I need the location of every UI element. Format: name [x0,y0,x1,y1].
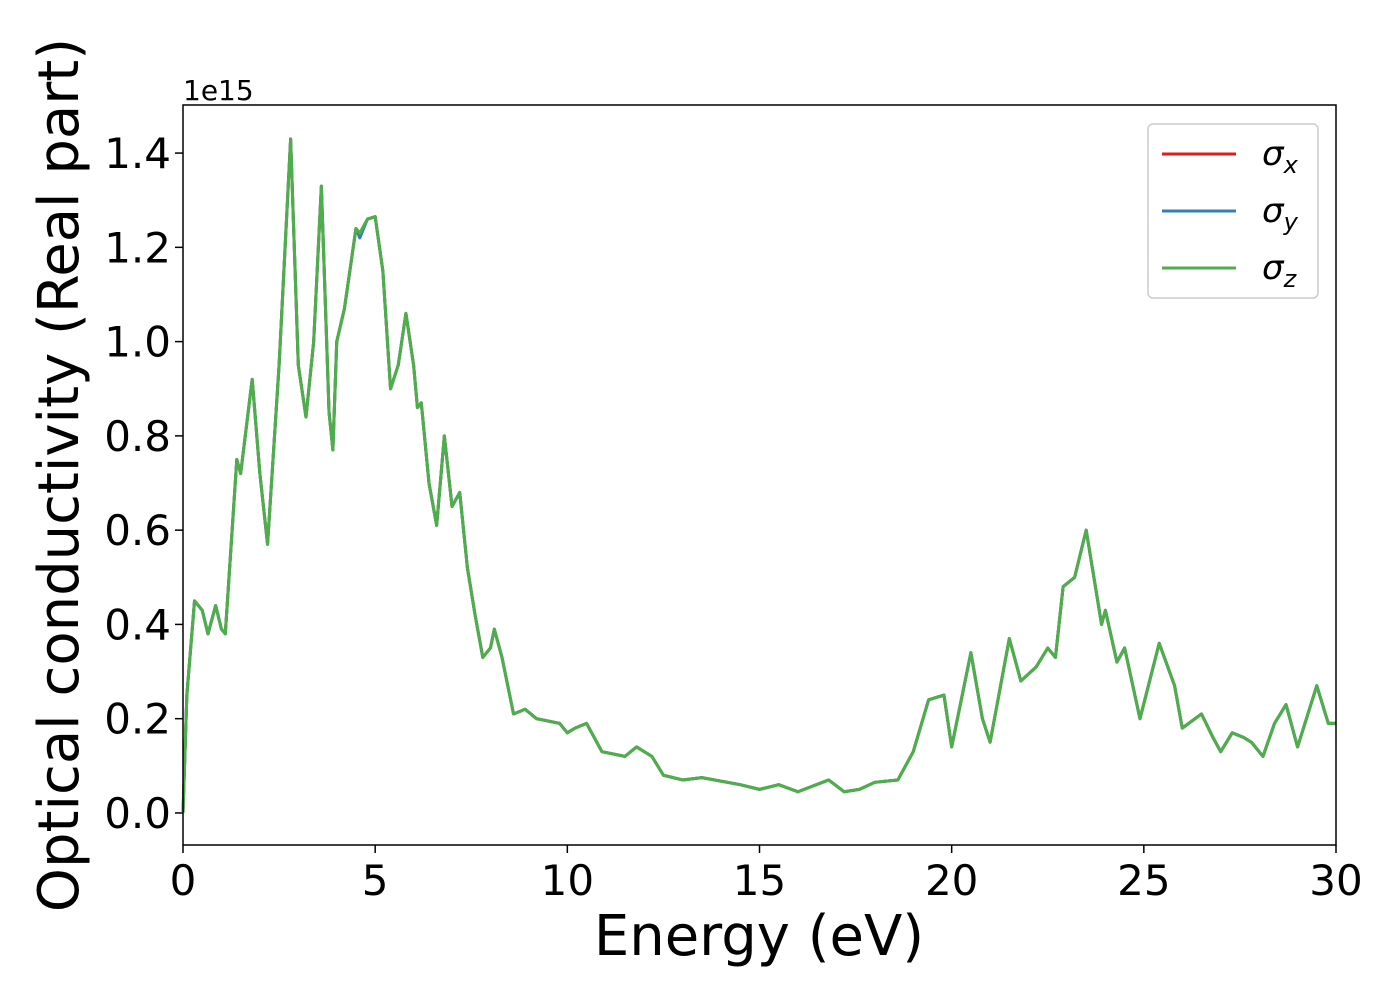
y-tick-label: 1.0 [104,318,171,367]
series-line [181,137,1336,813]
x-tick-label: 15 [733,856,786,905]
legend-label: σz [1262,248,1298,293]
y-tick-label: 0.6 [104,506,171,555]
y-tick-label: 0.0 [104,789,171,838]
y-tick-label: 0.4 [104,600,171,649]
x-tick-label: 30 [1309,856,1362,905]
y-tick-label: 1.2 [104,223,171,272]
legend-label: σx [1262,134,1299,179]
y-tick-label: 0.8 [104,412,171,461]
y-axis-label: Optical conductivity (Real part) [27,38,92,912]
x-tick-label: 25 [1117,856,1170,905]
x-tick-label: 10 [541,856,594,905]
y-tick-label: 1.4 [104,129,171,178]
x-tick-label: 5 [362,856,389,905]
x-axis-label: Energy (eV) [594,904,924,969]
y-tick-label: 0.2 [104,695,171,744]
x-tick-label: 0 [170,856,197,905]
legend-label: σy [1262,191,1299,236]
offset-label: 1e15 [183,74,254,107]
x-tick-label: 20 [925,856,978,905]
plot-frame [182,104,1337,846]
